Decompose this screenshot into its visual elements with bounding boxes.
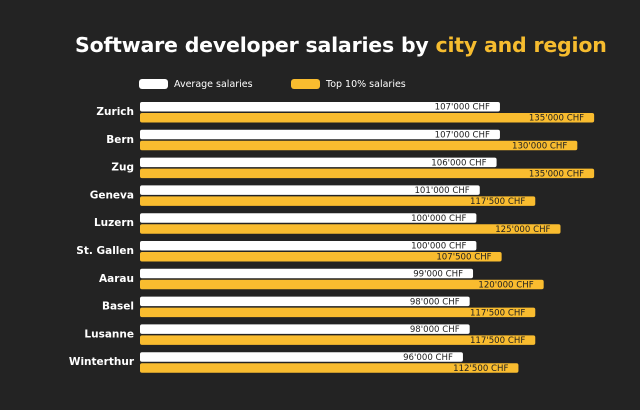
data-label-average: 106'000 CHF: [431, 158, 486, 168]
category-label: Zurich: [96, 106, 134, 118]
bar-group: Zug 106'000 CHF 135'000 CHF: [111, 157, 595, 179]
category-label: Luzern: [94, 217, 134, 229]
data-label-top10: 120'000 CHF: [478, 281, 533, 291]
bar-top10: [140, 196, 536, 206]
bar-group: Aarau 99'000 CHF 120'000 CHF: [99, 268, 544, 291]
bar-top10: [140, 335, 536, 345]
bar-average: [140, 102, 500, 112]
data-label-average: 99'000 CHF: [413, 270, 463, 280]
bar-top10: [140, 168, 595, 179]
data-label-average: 100'000 CHF: [411, 214, 466, 224]
data-label-average: 98'000 CHF: [410, 297, 460, 307]
bar-group: Zurich 107'000 CHF 135'000 CHF: [96, 102, 595, 124]
category-label: Lusanne: [84, 328, 134, 340]
bar-average: [140, 185, 480, 195]
legend-swatch-average: [139, 79, 168, 89]
bar-group: Lusanne 98'000 CHF 117'500 CHF: [84, 324, 536, 346]
data-label-top10: 135'000 CHF: [529, 169, 584, 179]
category-label: Zug: [111, 162, 134, 174]
chart-title-plain: Software developer salaries by: [75, 33, 436, 57]
category-label: Bern: [106, 134, 134, 146]
bar-average: [140, 352, 463, 362]
bar-group: Bern 107'000 CHF 130'000 CHF: [106, 129, 578, 152]
data-label-top10: 117'500 CHF: [470, 308, 525, 318]
bar-average: [140, 213, 477, 223]
data-label-top10: 117'500 CHF: [470, 197, 525, 207]
data-label-average: 107'000 CHF: [435, 131, 490, 141]
category-label: St. Gallen: [76, 245, 134, 257]
bar-average: [140, 268, 474, 279]
category-label: Geneva: [90, 189, 134, 201]
data-label-average: 101'000 CHF: [414, 186, 469, 196]
bar-group: Luzern 100'000 CHF 125'000 CHF: [94, 213, 561, 235]
bar-top10: [140, 363, 519, 373]
bar-average: [140, 241, 477, 251]
bar-top10: [140, 279, 544, 290]
legend-swatch-top10: [291, 79, 320, 89]
data-label-top10: 112'500 CHF: [453, 364, 508, 374]
data-label-top10: 117'500 CHF: [470, 336, 525, 346]
data-label-average: 100'000 CHF: [411, 242, 466, 252]
legend-label-average: Average salaries: [174, 78, 253, 90]
data-label-average: 107'000 CHF: [435, 103, 490, 113]
bar-top10: [140, 252, 502, 262]
legend-item-top10: Top 10% salaries: [291, 78, 406, 90]
bar-average: [140, 296, 470, 307]
bar-average: [140, 324, 470, 334]
data-label-average: 98'000 CHF: [410, 325, 460, 335]
chart-title: Software developer salaries by city and …: [75, 33, 607, 57]
chart-title-highlight: city and region: [435, 33, 607, 57]
data-label-top10: 130'000 CHF: [512, 142, 567, 152]
bar-average: [140, 157, 497, 168]
data-label-top10: 107'500 CHF: [436, 253, 491, 263]
bar-top10: [140, 140, 578, 151]
bar-average: [140, 129, 500, 140]
data-label-top10: 135'000 CHF: [529, 114, 584, 124]
bar-top10: [140, 307, 536, 318]
bar-group: Basel 98'000 CHF 117'500 CHF: [102, 296, 536, 318]
legend-label-top10: Top 10% salaries: [326, 78, 406, 90]
bar-top10: [140, 224, 561, 234]
data-label-average: 96'000 CHF: [403, 353, 453, 363]
bar-top10: [140, 113, 595, 123]
legend-item-average: Average salaries: [139, 78, 253, 90]
category-label: Basel: [102, 301, 134, 313]
data-label-top10: 125'000 CHF: [495, 225, 550, 235]
category-label: Aarau: [99, 273, 134, 285]
category-label: Winterthur: [69, 356, 135, 368]
